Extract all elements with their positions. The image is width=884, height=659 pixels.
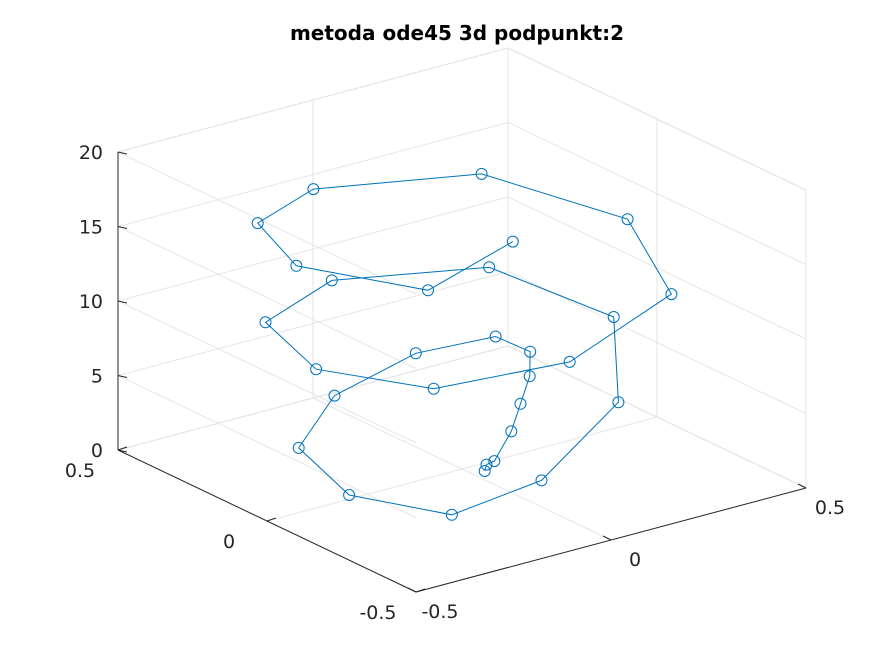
data-point-marker [665, 288, 678, 301]
y-tick-mark [117, 446, 128, 451]
y-tick-mark [266, 517, 277, 522]
data-point-marker [259, 316, 272, 329]
z-tick-label: 20 [79, 142, 103, 164]
data-point-marker [607, 311, 620, 323]
data-point-marker [422, 284, 434, 297]
x-tick-mark [602, 535, 612, 541]
z-tick-mark [117, 375, 128, 378]
grid-line-z [117, 151, 417, 295]
grid-line-z [117, 375, 417, 518]
z-tick-mark [117, 226, 128, 229]
y-tick-label: -0.5 [359, 602, 396, 624]
data-point-marker [612, 396, 625, 409]
grid-line-z [117, 300, 417, 444]
data-point-marker [483, 261, 496, 274]
data-point-marker [480, 458, 493, 471]
data-point-marker [445, 508, 458, 521]
z-tick-label: 0 [91, 440, 103, 462]
x-tick-label: 0 [629, 549, 641, 571]
data-point-marker [292, 441, 305, 454]
data-point-marker [251, 217, 264, 230]
data-point-marker [524, 345, 537, 358]
data-point-marker [505, 425, 518, 438]
y-tick-label: 0.5 [65, 460, 95, 482]
data-point-marker [328, 389, 341, 402]
grid-line-z [117, 226, 417, 369]
grid-line-y [117, 345, 509, 451]
data-point-marker [488, 455, 501, 468]
data-point-marker [325, 274, 338, 287]
data-point-marker [409, 347, 422, 360]
x-tick-mark [407, 587, 417, 593]
data-point-marker [506, 235, 519, 248]
data-point-marker [475, 167, 488, 180]
data-point-marker [489, 330, 502, 343]
data-point-marker [563, 355, 576, 368]
z-tick-mark [117, 151, 128, 155]
x-tick-label: -0.5 [421, 601, 458, 623]
z-tick-mark [117, 300, 128, 304]
data-point-marker [427, 382, 440, 395]
x-tick-mark [797, 483, 807, 489]
y-tick-mark [415, 588, 426, 593]
data-point-marker [307, 183, 320, 196]
series-line [256, 173, 673, 516]
y-tick-label: 0 [223, 531, 235, 553]
z-tick-label: 15 [79, 217, 103, 239]
data-point-marker [514, 397, 527, 410]
grid-line-y [266, 416, 658, 522]
z-tick-label: 10 [79, 291, 103, 313]
x-tick-label: 0.5 [815, 497, 845, 519]
data-series [251, 167, 678, 521]
data-point-marker [621, 213, 634, 226]
axis-lines [117, 151, 807, 593]
data-point-marker [290, 259, 303, 272]
data-point-marker [535, 474, 548, 487]
z-tick-mark [117, 449, 128, 453]
data-point-marker [343, 489, 356, 501]
z-tick-label: 5 [91, 366, 103, 388]
data-point-marker [310, 363, 323, 376]
chart-title: metoda ode45 3d podpunkt:2 [290, 21, 624, 45]
data-point-marker [478, 465, 491, 477]
data-point-marker [523, 370, 536, 383]
